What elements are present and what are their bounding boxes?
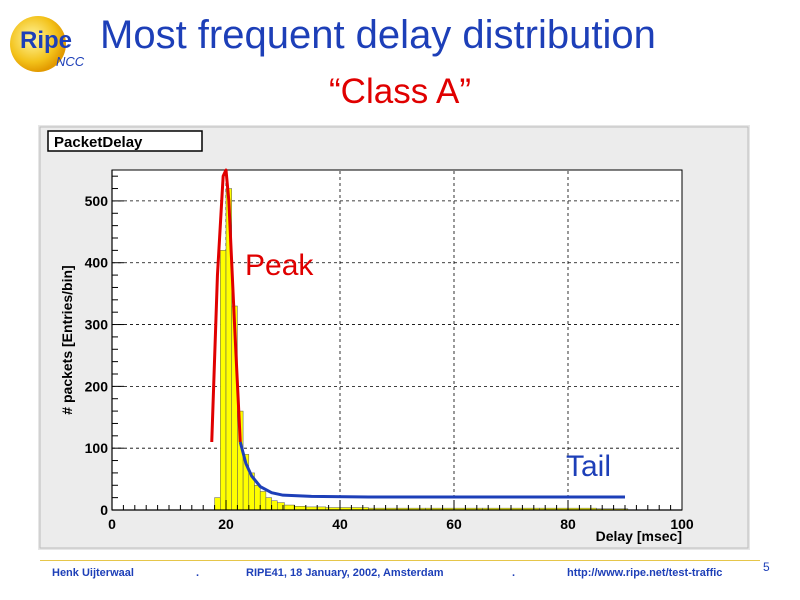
histogram-bar (259, 491, 267, 511)
x-tick-label: 40 (332, 516, 348, 532)
footer-separator-1: . (196, 567, 200, 579)
ripe-ncc-logo: Ripe NCC (10, 16, 85, 72)
y-tick-label: 400 (85, 255, 109, 271)
svg-text:Ripe: Ripe (20, 27, 72, 54)
x-tick-label: 100 (670, 516, 694, 532)
histogram-bar (265, 497, 272, 511)
x-tick-label: 80 (560, 516, 576, 532)
footer-author: Henk Uijterwaal (52, 567, 134, 579)
histogram-bar (214, 497, 221, 511)
x-tick-label: 0 (108, 516, 116, 532)
slide-subtitle: “Class A” (329, 72, 471, 111)
footer-event: RIPE41, 18 January, 2002, Amsterdam (246, 567, 444, 579)
grid (112, 170, 682, 510)
histogram-bar (284, 504, 295, 511)
fit-curves (210, 168, 625, 499)
x-axis-label: Delay [msec] (596, 528, 682, 544)
y-axis-label: # packets [Entries/bin] (59, 265, 75, 414)
tail-annotation: Tail (566, 450, 611, 483)
x-tick-label: 60 (446, 516, 462, 532)
y-tick-label: 500 (85, 193, 109, 209)
histogram-bar (271, 500, 278, 511)
tail-fit-curve (238, 441, 625, 499)
histogram-title-box (47, 130, 203, 152)
histogram-title: PacketDelay (54, 134, 143, 151)
x-tick-label: 20 (218, 516, 234, 532)
footer-divider (40, 560, 760, 561)
y-tick-label: 0 (100, 502, 108, 518)
y-tick-label: 300 (85, 317, 109, 333)
footer-url: http://www.ripe.net/test-traffic (567, 567, 723, 579)
histogram-bar (254, 485, 261, 511)
page-number: 5 (763, 560, 770, 574)
y-tick-label: 200 (85, 378, 109, 394)
slide-title: Most frequent delay distribution (100, 13, 656, 57)
axes: 0 20 40 60 80 100 0 100 200 300 400 500 (85, 170, 694, 532)
svg-text:NCC: NCC (56, 54, 85, 69)
peak-annotation: Peak (245, 249, 314, 282)
histogram-bar (220, 250, 227, 511)
y-tick-label: 100 (85, 440, 109, 456)
footer-separator-2: . (512, 567, 516, 579)
packet-delay-chart: PacketDelay 0 20 40 60 80 100 0 100 200 300 400 500… (38, 125, 750, 550)
peak-fit-curve (210, 168, 242, 443)
